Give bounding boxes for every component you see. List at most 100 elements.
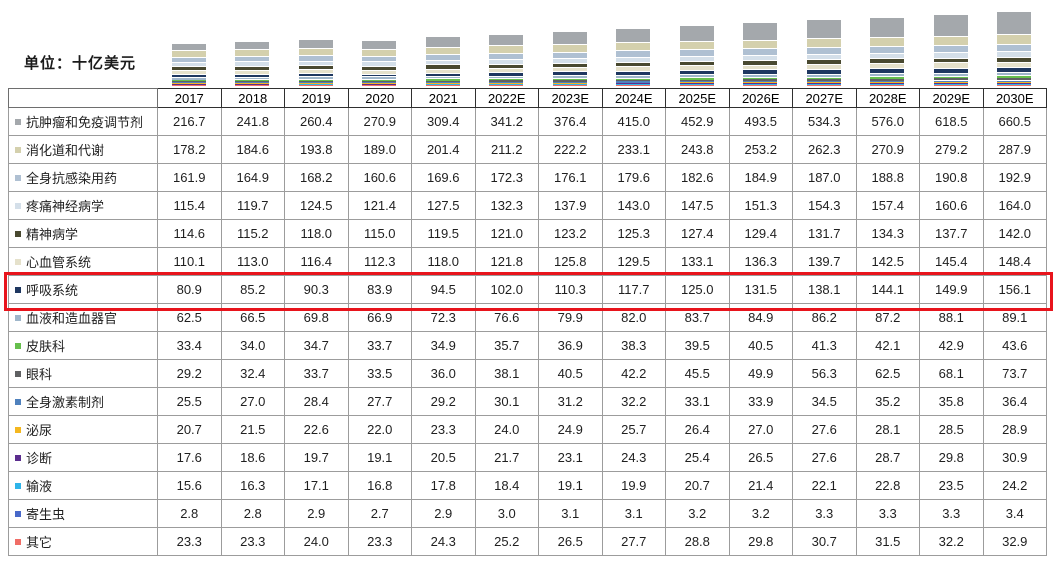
- bar-segment: [489, 84, 524, 86]
- value-cell: 20.7: [665, 471, 730, 500]
- bar-segment: [489, 81, 524, 83]
- value-cell: 27.7: [347, 387, 412, 416]
- bar-segment: [489, 76, 524, 80]
- table-row: 皮肤科 33.4 34.0 34.7 33.7 34.9 35.7 36.9 38.3 39.5 4…: [8, 331, 1047, 360]
- value-cell: 618.5: [919, 107, 984, 136]
- bar-segment: [743, 79, 778, 82]
- bar-segment: [679, 61, 714, 67]
- bar-segment: [997, 82, 1032, 84]
- row-label: 心血管系统: [8, 247, 158, 276]
- value-cell: 33.5: [347, 359, 412, 388]
- value-cell: 129.5: [601, 247, 666, 276]
- value-cell: 68.1: [919, 359, 984, 388]
- value-cell: 25.5: [157, 387, 222, 416]
- row-label: 疼痛神经病学: [8, 191, 158, 220]
- value-cell: 62.5: [855, 359, 920, 388]
- bar-segment: [552, 44, 587, 53]
- corner-cell: [8, 88, 158, 108]
- value-cell: 35.7: [474, 331, 539, 360]
- value-cell: 2.9: [284, 499, 349, 528]
- value-cell: 17.8: [411, 471, 476, 500]
- bar-segment: [362, 74, 397, 78]
- bar-segment: [997, 83, 1032, 85]
- bar-segment: [679, 82, 714, 84]
- value-cell: 34.7: [284, 331, 349, 360]
- bar-segment: [933, 46, 968, 53]
- bar-segment: [425, 84, 460, 86]
- bar-segment: [616, 51, 651, 58]
- bar-segment: [489, 79, 524, 81]
- value-cell: 110.3: [538, 275, 603, 304]
- data-table: 2017 2018 2019 2020 2021 2022E 2023E 2024E 2025E…: [8, 88, 1047, 556]
- value-cell: 147.5: [665, 191, 730, 220]
- bar-segment: [425, 76, 460, 80]
- value-cell: 24.3: [411, 527, 476, 556]
- bar-segment: [679, 50, 714, 57]
- bar-segment: [171, 43, 206, 52]
- value-cell: 253.2: [728, 135, 793, 164]
- value-cell: 3.3: [919, 499, 984, 528]
- bar-segment: [806, 84, 841, 86]
- legend-chip: [15, 455, 21, 461]
- legend-chip: [15, 343, 21, 349]
- value-cell: 42.1: [855, 331, 920, 360]
- bar-segment: [298, 80, 333, 83]
- legend-chip: [15, 147, 21, 153]
- legend-chip: [15, 231, 21, 237]
- bar-segment: [298, 48, 333, 56]
- bar-segment: [552, 78, 587, 81]
- value-cell: 172.3: [474, 163, 539, 192]
- table-row: 寄生虫 2.8 2.8 2.9 2.7 2.9 3.0 3.1 3.1 3.2 3.2 3.3 3.3 3…: [8, 499, 1047, 528]
- row-label: 抗肿瘤和免疫调节剂: [8, 107, 158, 136]
- bar-segment: [552, 82, 587, 84]
- bar-segment: [362, 62, 397, 67]
- bar-segment: [171, 83, 206, 85]
- value-cell: 28.1: [855, 415, 920, 444]
- bar-segment: [806, 54, 841, 61]
- bar-segment: [552, 80, 587, 82]
- bar-segment: [743, 70, 778, 75]
- bar-segment: [171, 57, 206, 64]
- value-cell: 179.6: [601, 163, 666, 192]
- value-cell: 34.0: [220, 331, 285, 360]
- bar-segment: [298, 83, 333, 84]
- value-cell: 125.3: [601, 219, 666, 248]
- bar-column: [806, 20, 841, 86]
- year-header-cell: 2025E: [665, 88, 730, 108]
- bar-segment: [171, 71, 206, 76]
- value-cell: 660.5: [982, 107, 1047, 136]
- bar-segment: [997, 76, 1032, 78]
- bar-segment: [679, 75, 714, 79]
- value-cell: 49.9: [728, 359, 793, 388]
- bar-segment: [806, 78, 841, 81]
- bar-segment: [425, 85, 460, 86]
- value-cell: 22.0: [347, 415, 412, 444]
- bar-segment: [616, 75, 651, 79]
- bar-segment: [362, 56, 397, 63]
- bar-segment: [806, 20, 841, 40]
- bar-segment: [743, 49, 778, 56]
- value-cell: 32.4: [220, 359, 285, 388]
- bar-segment: [171, 83, 206, 84]
- value-cell: 190.8: [919, 163, 984, 192]
- value-cell: 309.4: [411, 107, 476, 136]
- value-cell: 102.0: [474, 275, 539, 304]
- value-cell: 33.7: [347, 331, 412, 360]
- value-cell: 3.1: [538, 499, 603, 528]
- bar-segment: [870, 64, 905, 70]
- value-cell: 2.9: [411, 499, 476, 528]
- bar-segment: [616, 78, 651, 80]
- bar-segment: [933, 36, 968, 47]
- bar-segment: [552, 58, 587, 64]
- value-cell: 270.9: [347, 107, 412, 136]
- bar-segment: [489, 46, 524, 54]
- year-header-row: 2017 2018 2019 2020 2021 2022E 2023E 2024E 2025E…: [8, 88, 1047, 108]
- bar-segment: [997, 45, 1032, 53]
- row-label: 泌尿: [8, 415, 158, 444]
- value-cell: 125.0: [665, 275, 730, 304]
- bar-segment: [489, 82, 524, 84]
- value-cell: 23.1: [538, 443, 603, 472]
- value-cell: 241.8: [220, 107, 285, 136]
- bar-column: [552, 31, 587, 86]
